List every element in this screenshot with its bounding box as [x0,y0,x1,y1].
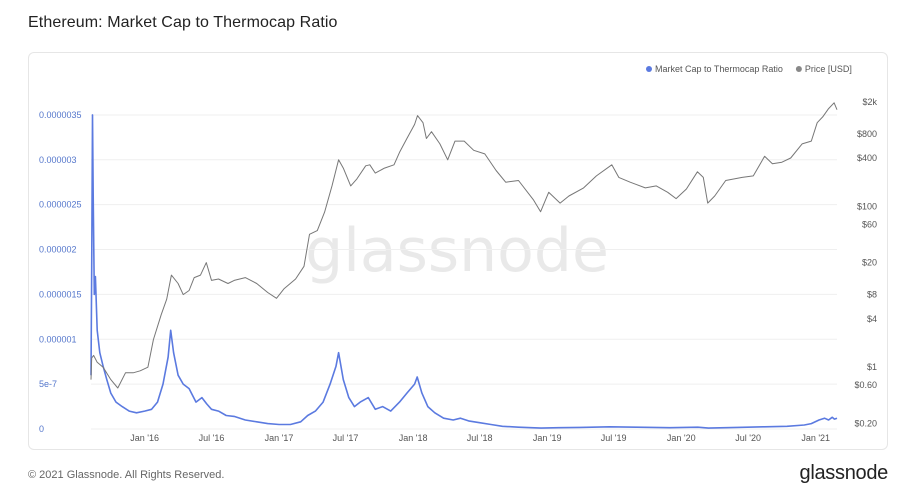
legend-dot-1 [795,66,802,72]
y-right-tick-label: $1 [867,362,877,372]
x-tick-label: Jan '19 [533,433,562,443]
page-title: Ethereum: Market Cap to Thermocap Ratio [28,14,338,31]
y-right-tick-label: $0.20 [854,418,877,428]
series-ratio-line [90,114,838,429]
y-left-tick-label: 5e-7 [39,379,57,389]
x-tick-label: Jul '19 [601,433,627,443]
x-tick-label: Jan '18 [399,433,428,443]
y-right-tick-label: $2k [862,97,877,107]
y-right-tick-label: $0.60 [854,380,877,390]
legend-label-0: Market Cap to Thermocap Ratio [655,64,783,74]
legend-label-1: Price [USD] [805,64,852,74]
watermark: glassnode [305,216,609,286]
x-tick-label: Jan '21 [801,433,830,443]
y-right-tick-label: $100 [857,201,877,211]
y-right-tick-label: $400 [857,153,877,163]
x-tick-label: Jul '16 [199,433,225,443]
y-axis-right: $0.20 $0.60 $1 $4 $8 $20 $60 $100 $400 $800 $2k [854,97,877,428]
x-tick-label: Jul '18 [467,433,493,443]
y-right-tick-label: $20 [862,258,877,268]
y-axis-left: 0 5e-7 0.000001 0.0000015 0.000002 0.0000025 0… [39,110,82,434]
grid [91,114,837,430]
x-tick-label: Jul '20 [735,433,761,443]
chart-svg: glassnode 0 5e-7 0.000001 0.0000015 0.000002… [39,64,877,443]
y-left-tick-label: 0 [39,424,44,434]
y-right-tick-label: $8 [867,290,877,300]
y-right-tick-label: $4 [867,314,877,324]
y-left-tick-label: 0.0000035 [39,110,82,120]
series-lines [90,102,838,429]
y-left-tick-label: 0.0000015 [39,289,82,299]
glassnode-logo: glassnode [799,462,889,484]
chart-container: glassnode 0 5e-7 0.000001 0.0000015 0.000002… [28,52,888,450]
x-tick-label: Jan '17 [265,433,294,443]
y-left-tick-label: 0.0000025 [39,200,82,210]
x-axis: Jan '16 Jul '16 Jan '17 Jul '17 Jan '18 Jul '… [130,433,830,443]
x-tick-label: Jan '20 [667,433,696,443]
series-price-line [90,102,838,389]
legend: Market Cap to Thermocap Ratio Price [USD] [646,64,852,74]
y-right-tick-label: $800 [857,129,877,139]
legend-dot-0 [646,66,652,72]
y-left-tick-label: 0.000001 [39,334,77,344]
x-tick-label: Jul '17 [333,433,359,443]
y-left-tick-label: 0.000002 [39,245,77,255]
x-tick-label: Jan '16 [130,433,159,443]
y-left-tick-label: 0.000003 [39,155,77,165]
y-right-tick-label: $60 [862,219,877,229]
copyright-text: © 2021 Glassnode. All Rights Reserved. [28,469,225,481]
